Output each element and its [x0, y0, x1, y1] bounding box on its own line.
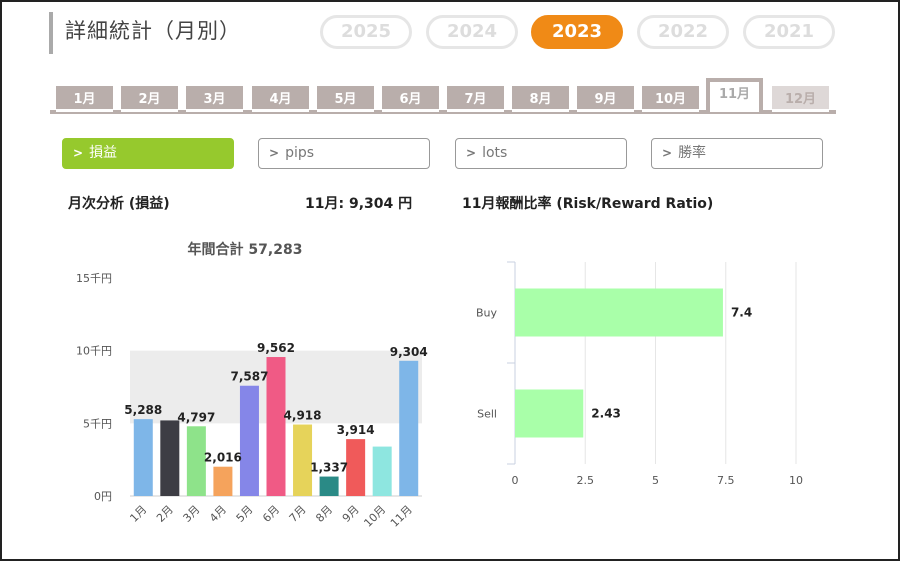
chevron-right-icon: >	[73, 146, 84, 160]
tab-month-9[interactable]: 9月	[577, 86, 634, 112]
x-tick-label: 0	[512, 474, 519, 487]
chevron-right-icon: >	[662, 146, 673, 160]
bar-11[interactable]	[399, 360, 419, 496]
bar-value-label: 4,918	[284, 409, 322, 423]
year-2023-button[interactable]: 2023	[531, 15, 623, 49]
bar-3[interactable]	[186, 426, 206, 496]
x-tick-label: 7月	[287, 503, 309, 525]
x-tick-label: 2.5	[577, 474, 595, 487]
y-tick-label: 5千円	[83, 417, 112, 430]
metric-label: lots	[482, 145, 508, 161]
rr-value-label: 7.4	[731, 306, 752, 320]
rr-category-label: Sell	[477, 408, 497, 421]
rr-bar-buy[interactable]	[515, 288, 723, 337]
bar-value-label: 4,797	[177, 410, 215, 424]
bar-8[interactable]	[319, 476, 339, 496]
metric-lots-button[interactable]: > lots	[455, 138, 627, 169]
x-tick-label: 9月	[340, 503, 362, 525]
bar-value-label: 3,914	[337, 423, 375, 437]
year-2022-button[interactable]: 2022	[637, 15, 729, 49]
rr-ratio-heading: 11月報酬比率 (Risk/Reward Ratio)	[462, 196, 714, 212]
metric-label: pips	[285, 145, 315, 161]
month-pnl-value: 11月: 9,304 円	[305, 196, 413, 212]
year-2021-button[interactable]: 2021	[743, 15, 835, 49]
bar-value-label: 9,304	[390, 345, 428, 359]
bar-value-label: 1,337	[310, 461, 348, 475]
page-title: 詳細統計（月別）	[65, 19, 241, 43]
y-tick-label: 10千円	[76, 345, 112, 358]
rr-category-label: Buy	[476, 307, 498, 320]
bar-7[interactable]	[293, 424, 313, 496]
bar-4[interactable]	[213, 466, 233, 496]
x-tick-label: 11月	[388, 503, 415, 530]
rr-ratio-chart: 7.4 2.43 Buy Sell 0 2.5 5 7.5 10	[476, 261, 803, 487]
monthly-pnl-chart: 年間合計 57,283 5,288 4,797 2,016 7,587 9,562 4,9…	[76, 241, 428, 530]
bar-1[interactable]	[133, 419, 153, 496]
tab-month-4[interactable]: 4月	[252, 86, 309, 112]
tab-month-2[interactable]: 2月	[121, 86, 178, 112]
x-tick-label: 5	[652, 474, 659, 487]
x-tick-label: 3月	[181, 503, 203, 525]
bar-value-label: 2,016	[204, 451, 242, 465]
tab-month-12: 12月	[772, 86, 829, 112]
bar-10[interactable]	[372, 446, 392, 496]
x-tick-label: 7.5	[717, 474, 735, 487]
bar-2[interactable]	[160, 420, 180, 496]
monthly-analysis-heading: 月次分析 (損益)	[68, 196, 170, 212]
metric-winrate-button[interactable]: > 勝率	[651, 138, 823, 169]
bar-5[interactable]	[239, 385, 259, 496]
x-tick-label: 8月	[313, 503, 335, 525]
tab-month-3[interactable]: 3月	[186, 86, 243, 112]
bar-9[interactable]	[346, 439, 366, 496]
tab-month-11[interactable]: 11月	[706, 78, 763, 112]
x-tick-label: 6月	[260, 503, 282, 525]
y-tick-label: 0円	[94, 490, 112, 503]
tabs-baseline	[50, 110, 836, 114]
chart-title: 年間合計 57,283	[188, 241, 303, 258]
metric-pips-button[interactable]: > pips	[258, 138, 430, 169]
tab-month-6[interactable]: 6月	[382, 86, 439, 112]
rr-value-label: 2.43	[591, 407, 621, 421]
tab-month-8[interactable]: 8月	[512, 86, 569, 112]
x-tick-label: 2月	[154, 503, 176, 525]
bar-value-label: 9,562	[257, 341, 295, 355]
metric-label: 損益	[89, 145, 118, 161]
rr-bar-sell[interactable]	[515, 389, 584, 438]
x-tick-label: 1月	[127, 503, 149, 525]
chevron-right-icon: >	[466, 146, 477, 160]
tab-month-7[interactable]: 7月	[447, 86, 504, 112]
metric-label: 勝率	[678, 145, 707, 161]
page-title-bar: 詳細統計（月別）	[49, 12, 241, 54]
x-tick-label: 10	[789, 474, 803, 487]
bar-value-label: 5,288	[124, 403, 162, 417]
year-2024-button[interactable]: 2024	[426, 15, 518, 49]
bar-6[interactable]	[266, 357, 286, 496]
bar-value-label: 7,587	[230, 370, 268, 384]
month-tabs: 1月 2月 3月 4月 5月 6月 7月 8月 9月 10月 11月 12月	[50, 78, 836, 114]
tab-month-1[interactable]: 1月	[56, 86, 113, 112]
metric-pnl-button[interactable]: > 損益	[62, 138, 234, 169]
x-tick-label: 4月	[207, 503, 229, 525]
tab-month-10[interactable]: 10月	[642, 86, 699, 112]
tab-month-5[interactable]: 5月	[317, 86, 374, 112]
y-tick-label: 15千円	[76, 272, 112, 285]
x-tick-label: 5月	[234, 503, 256, 525]
chevron-right-icon: >	[269, 146, 280, 160]
x-tick-label: 10月	[361, 503, 388, 530]
year-2025-button[interactable]: 2025	[320, 15, 412, 49]
